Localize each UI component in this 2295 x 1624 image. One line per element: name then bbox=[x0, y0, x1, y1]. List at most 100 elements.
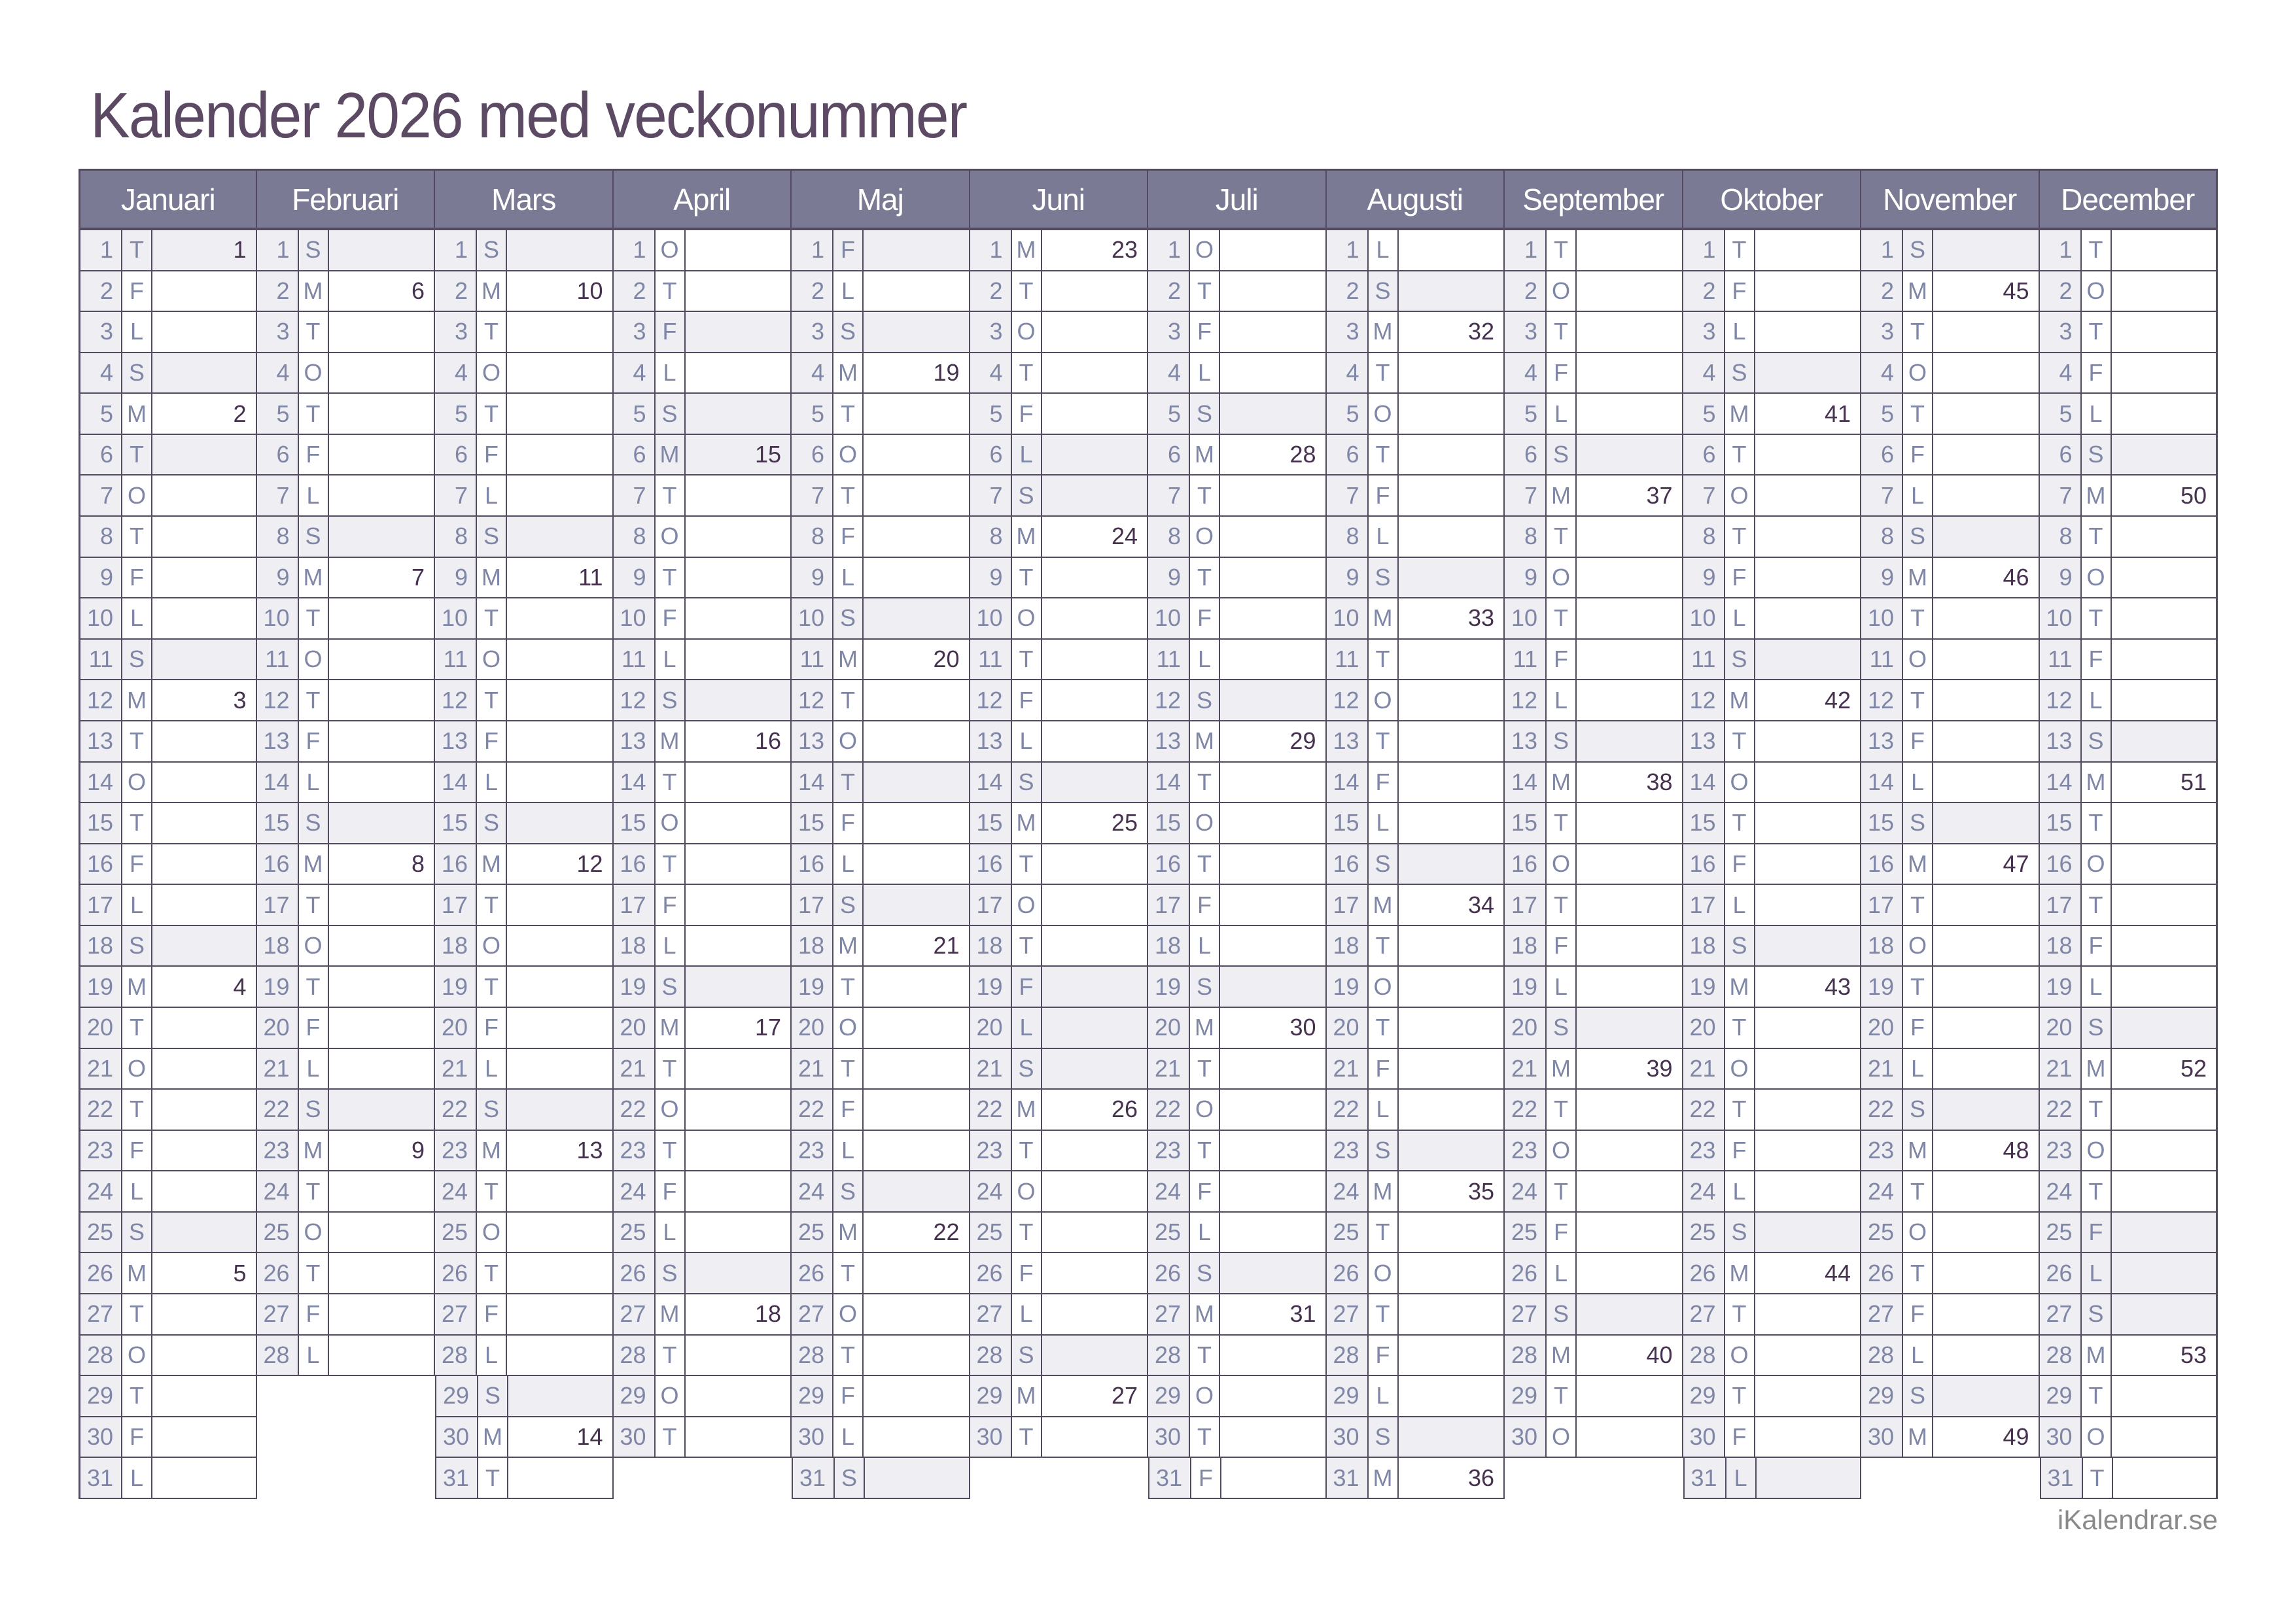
week-number bbox=[1933, 967, 2039, 1007]
weekday-letter: O bbox=[1903, 1212, 1933, 1253]
day-number: 10 bbox=[1505, 598, 1547, 638]
day-row: 22 T bbox=[2039, 1090, 2218, 1131]
weekday-letter: O bbox=[1190, 517, 1220, 557]
day-number: 15 bbox=[970, 803, 1012, 843]
weekday-letter: M bbox=[1547, 1048, 1577, 1089]
weekday-letter: T bbox=[656, 557, 686, 598]
weekday-letter: M bbox=[477, 1130, 507, 1171]
week-number bbox=[686, 517, 791, 557]
day-number: 15 bbox=[1326, 803, 1369, 843]
week-number bbox=[1933, 1171, 2039, 1211]
day-number: 11 bbox=[435, 639, 477, 680]
day-row: 6 M 15 bbox=[613, 434, 792, 476]
week-number bbox=[2112, 598, 2216, 638]
month-column-maj: Maj 1 F 2 L 3 S 4 M 19 5 T 6 O 7 T 8 F 9 L 10 S 11 M 20 12 T 13 O 14 T… bbox=[792, 169, 970, 1499]
weekday-letter: S bbox=[477, 803, 507, 843]
week-number: 31 bbox=[1289, 1300, 1316, 1328]
day-number: 13 bbox=[1505, 721, 1547, 761]
weekday-letter: T bbox=[1012, 271, 1042, 311]
weekday-letter: M bbox=[1903, 1130, 1933, 1171]
week-number bbox=[864, 1131, 969, 1171]
weekday-letter: T bbox=[299, 598, 329, 638]
day-number: 19 bbox=[80, 967, 122, 1007]
day-number: 25 bbox=[1326, 1212, 1369, 1253]
day-row: 22 O bbox=[613, 1090, 792, 1131]
weekday-letter: L bbox=[122, 1171, 152, 1211]
day-number: 31 bbox=[1684, 1458, 1726, 1498]
day-number: 29 bbox=[792, 1376, 833, 1416]
week-number bbox=[1933, 885, 2039, 925]
weekday-letter: F bbox=[477, 721, 507, 761]
month-header: Februari bbox=[256, 169, 435, 230]
week-number bbox=[864, 1253, 969, 1293]
week-number bbox=[1399, 763, 1504, 803]
weekday-letter: F bbox=[1547, 353, 1577, 393]
week-number bbox=[1755, 435, 1861, 475]
day-row: 14 M 38 bbox=[1505, 762, 1683, 804]
week-number bbox=[1755, 1049, 1861, 1089]
month-header: Augusti bbox=[1326, 169, 1505, 230]
day-number: 19 bbox=[1683, 967, 1725, 1007]
week-number bbox=[2112, 640, 2216, 680]
day-row: 13 F bbox=[435, 721, 614, 763]
day-number: 16 bbox=[256, 844, 299, 884]
week-number bbox=[329, 640, 434, 680]
day-row: 18 S bbox=[79, 925, 257, 967]
day-number: 6 bbox=[792, 434, 833, 475]
day-row: 16 T bbox=[1148, 844, 1327, 886]
weekday-letter: S bbox=[122, 353, 152, 393]
week-number bbox=[1220, 640, 1325, 680]
day-number: 23 bbox=[1148, 1130, 1190, 1171]
weekday-letter: S bbox=[2081, 721, 2112, 761]
day-row: 20 F bbox=[435, 1007, 614, 1049]
weekday-letter: T bbox=[1190, 475, 1220, 516]
day-number: 25 bbox=[435, 1212, 477, 1253]
day-number: 6 bbox=[1505, 434, 1547, 475]
weekday-letter: F bbox=[299, 434, 329, 475]
day-row: 19 F bbox=[970, 967, 1148, 1008]
week-number bbox=[1220, 271, 1325, 311]
week-number bbox=[1042, 1007, 1147, 1048]
day-row: 17 S bbox=[792, 885, 970, 926]
day-number: 21 bbox=[1148, 1048, 1190, 1089]
day-row: 17 F bbox=[613, 885, 792, 926]
weekday-letter: L bbox=[1903, 1335, 1933, 1375]
weekday-letter: F bbox=[1190, 312, 1220, 352]
week-number bbox=[1933, 680, 2039, 720]
week-number bbox=[507, 1090, 612, 1130]
week-number: 27 bbox=[1111, 1382, 1138, 1409]
week-number bbox=[507, 763, 612, 803]
day-row: 19 T bbox=[1861, 967, 2040, 1008]
day-number: 29 bbox=[2039, 1376, 2082, 1416]
week-number bbox=[329, 1253, 434, 1293]
weekday-letter: F bbox=[1012, 394, 1042, 434]
weekday-letter: T bbox=[122, 230, 152, 270]
week-number bbox=[1755, 1131, 1861, 1171]
day-row: 19 L bbox=[1505, 967, 1683, 1008]
weekday-letter: S bbox=[1368, 844, 1399, 884]
week-number bbox=[507, 1213, 612, 1253]
week-number: 40 bbox=[1646, 1341, 1673, 1368]
week-number: 39 bbox=[1646, 1054, 1673, 1082]
day-number: 8 bbox=[1683, 517, 1725, 557]
weekday-letter: L bbox=[1369, 1090, 1399, 1130]
day-number: 30 bbox=[1326, 1417, 1369, 1457]
week-number bbox=[329, 1049, 434, 1089]
day-row: 16 O bbox=[2039, 844, 2218, 886]
day-row: 15 T bbox=[1505, 803, 1683, 844]
week-number bbox=[152, 1212, 256, 1253]
weekday-letter: S bbox=[1011, 762, 1042, 803]
day-number: 5 bbox=[2039, 394, 2082, 434]
weekday-letter: T bbox=[656, 844, 686, 884]
day-number: 8 bbox=[1148, 517, 1190, 557]
week-number bbox=[2111, 721, 2216, 761]
weekday-letter: S bbox=[1903, 1376, 1933, 1416]
day-number: 14 bbox=[2039, 762, 2082, 803]
weekday-letter: T bbox=[299, 967, 329, 1007]
week-number bbox=[1577, 1171, 1682, 1211]
week-number bbox=[328, 1090, 434, 1130]
